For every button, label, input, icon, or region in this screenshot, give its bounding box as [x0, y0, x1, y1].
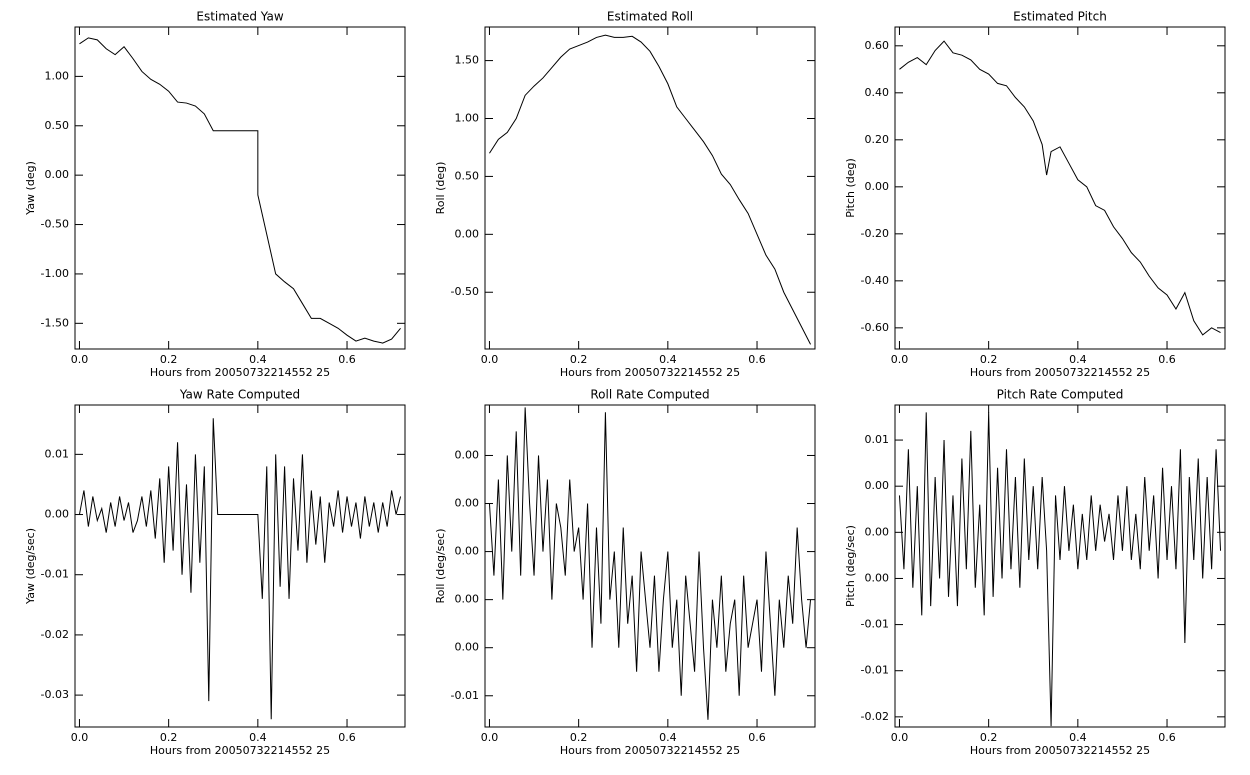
plot-frame [74, 404, 406, 728]
data-line [899, 40, 1221, 336]
plot-frame [894, 404, 1226, 728]
chart-title: Estimated Roll [607, 10, 693, 24]
y-tick-label: 0.00 [45, 168, 70, 181]
plot-frame [484, 404, 816, 728]
x-tick-label: 0.4 [1069, 353, 1087, 366]
y-tick-label: -0.01 [451, 689, 479, 702]
y-tick-label: 0.00 [45, 508, 70, 521]
x-tick-label: 0.0 [71, 353, 89, 366]
panel: Yaw Rate Computed Hours from 200507322145… [24, 388, 406, 757]
chart-title: Yaw Rate Computed [179, 388, 300, 402]
y-axis-label: Roll (deg) [434, 162, 447, 215]
y-tick-label: 0.60 [865, 39, 890, 52]
x-tick-label: 0.0 [891, 731, 909, 744]
x-tick-label: 0.2 [980, 731, 998, 744]
y-tick-label: -0.50 [451, 285, 479, 298]
y-tick-label: -0.40 [861, 274, 889, 287]
x-tick-label: 0.2 [980, 353, 998, 366]
y-axis-label: Yaw (deg/sec) [24, 528, 37, 605]
data-line [78, 418, 402, 720]
y-tick-label: -1.50 [41, 316, 69, 329]
y-axis-label: Pitch (deg/sec) [844, 525, 857, 607]
y-tick-label: 0.00 [455, 593, 480, 606]
x-tick-label: 0.6 [338, 731, 356, 744]
x-tick-label: 0.4 [249, 353, 267, 366]
plot-frame [484, 26, 816, 350]
y-axis-label: Yaw (deg) [24, 161, 37, 216]
y-tick-label: 0.00 [865, 525, 890, 538]
x-axis-label: Hours from 20050732214552 25 [150, 366, 330, 379]
x-tick-label: 0.2 [160, 731, 178, 744]
data-line [898, 412, 1222, 727]
y-tick-label: 0.00 [865, 571, 890, 584]
y-tick-label: 0.00 [455, 497, 480, 510]
y-tick-label: -0.02 [861, 710, 889, 723]
chart-title: Estimated Pitch [1013, 10, 1107, 24]
x-axis-label: Hours from 20050732214552 25 [970, 366, 1150, 379]
x-tick-label: 0.0 [891, 353, 909, 366]
y-tick-label: 0.00 [455, 545, 480, 558]
y-tick-label: 0.00 [865, 180, 890, 193]
x-tick-label: 0.2 [160, 353, 178, 366]
y-tick-label: -0.01 [41, 568, 69, 581]
y-tick-label: 0.00 [455, 641, 480, 654]
x-tick-label: 0.2 [570, 731, 588, 744]
chart-title: Estimated Yaw [196, 10, 283, 24]
y-tick-label: 1.00 [455, 112, 480, 125]
chart-title: Pitch Rate Computed [997, 388, 1124, 402]
x-tick-label: 0.4 [659, 731, 677, 744]
y-tick-label: 0.00 [865, 479, 890, 492]
y-tick-label: 0.01 [865, 433, 890, 446]
y-tick-label: -0.01 [861, 664, 889, 677]
chart-title: Roll Rate Computed [590, 388, 709, 402]
y-tick-label: -1.00 [41, 267, 69, 280]
panel: Estimated Yaw Hours from 20050732214552 2… [24, 10, 406, 379]
x-tick-label: 0.4 [249, 731, 267, 744]
x-tick-label: 0.6 [1158, 731, 1176, 744]
x-tick-label: 0.6 [338, 353, 356, 366]
y-tick-label: 1.00 [45, 69, 70, 82]
y-tick-label: -0.50 [41, 218, 69, 231]
x-tick-label: 0.6 [748, 731, 766, 744]
y-tick-label: -0.02 [41, 628, 69, 641]
x-tick-label: 0.0 [481, 731, 499, 744]
x-tick-label: 0.0 [71, 731, 89, 744]
panel: Pitch Rate Computed Hours from 2005073221… [844, 388, 1226, 757]
y-tick-label: 1.50 [455, 54, 480, 67]
x-tick-label: 0.2 [570, 353, 588, 366]
panel: Estimated Pitch Hours from 20050732214552… [844, 10, 1226, 379]
panel: Roll Rate Computed Hours from 20050732214… [434, 388, 816, 757]
y-tick-label: 0.40 [865, 86, 890, 99]
x-axis-label: Hours from 20050732214552 25 [970, 744, 1150, 757]
x-tick-label: 0.4 [1069, 731, 1087, 744]
y-axis-label: Roll (deg/sec) [434, 528, 447, 603]
y-tick-label: -0.03 [41, 688, 69, 701]
data-line [489, 34, 811, 345]
x-tick-label: 0.6 [748, 353, 766, 366]
y-tick-label: -0.60 [861, 321, 889, 334]
y-tick-label: 0.01 [45, 447, 70, 460]
x-axis-label: Hours from 20050732214552 25 [150, 744, 330, 757]
y-tick-label: 0.00 [455, 448, 480, 461]
data-line [79, 37, 401, 344]
y-axis-label: Pitch (deg) [844, 158, 857, 218]
data-line [488, 407, 812, 720]
y-tick-label: -0.20 [861, 227, 889, 240]
plot-frame [74, 26, 406, 350]
x-tick-label: 0.4 [659, 353, 677, 366]
y-tick-label: 0.50 [455, 169, 480, 182]
y-tick-label: -0.01 [861, 618, 889, 631]
plot-frame [894, 26, 1226, 350]
y-tick-label: 0.00 [455, 227, 480, 240]
panel: Estimated Roll Hours from 20050732214552 … [434, 10, 816, 379]
x-tick-label: 0.0 [481, 353, 499, 366]
x-axis-label: Hours from 20050732214552 25 [560, 744, 740, 757]
y-tick-label: 0.20 [865, 133, 890, 146]
y-tick-label: 0.50 [45, 119, 70, 132]
x-axis-label: Hours from 20050732214552 25 [560, 366, 740, 379]
x-tick-label: 0.6 [1158, 353, 1176, 366]
